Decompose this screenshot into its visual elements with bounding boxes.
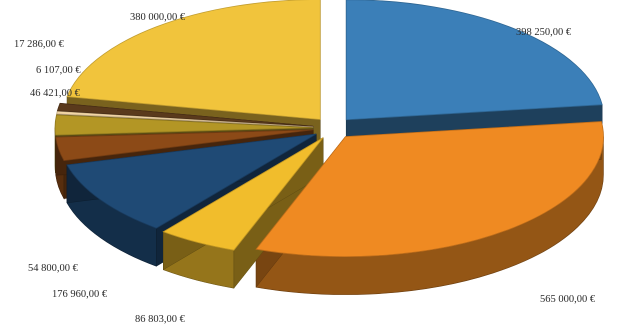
slice-label-17286: 17 286,00 € <box>14 39 65 50</box>
slice-label-6107: 6 107,00 € <box>36 65 81 76</box>
slice-46-421-00 <box>54 114 314 136</box>
slice-398-250-00 <box>345 0 603 121</box>
slice-label-46421: 46 421,00 € <box>30 88 81 99</box>
slice-label-86803: 86 803,00 € <box>135 314 186 325</box>
slice-label-380000: 380 000,00 € <box>130 12 186 23</box>
slice-label-176960: 176 960,00 € <box>52 289 108 300</box>
slice-565-000-00 <box>255 121 604 258</box>
slice-label-398250: 398 250,00 € <box>516 27 572 38</box>
pie-slice-tops <box>54 0 604 258</box>
slice-6-107-00 <box>56 110 314 128</box>
slice-380-000-00 <box>66 0 321 120</box>
slice-label-54800: 54 800,00 € <box>28 263 79 274</box>
slice-54-800-00 <box>55 129 314 162</box>
slice-176-960-00 <box>66 133 317 229</box>
slice-86-803-00 <box>162 137 324 251</box>
slice-label-565000: 565 000,00 € <box>540 294 596 305</box>
slice-17-286-00 <box>56 102 314 127</box>
